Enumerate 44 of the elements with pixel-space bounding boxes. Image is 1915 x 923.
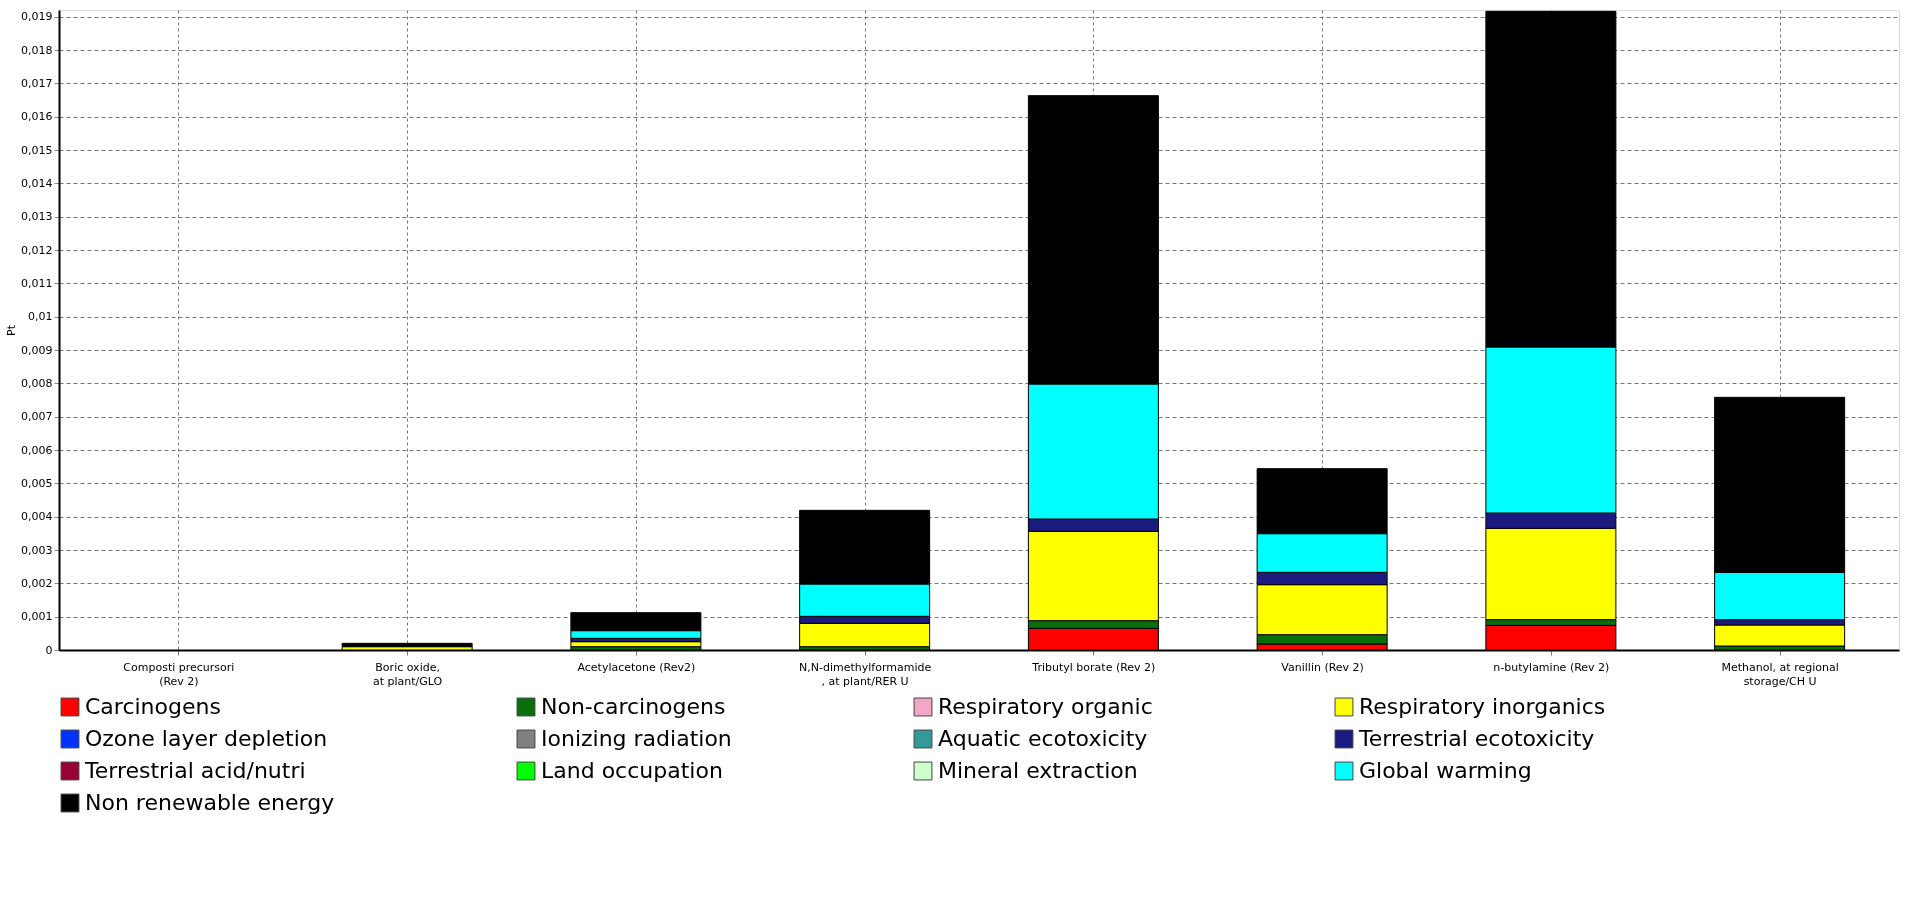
y-tick-label: 0,003 xyxy=(21,543,53,557)
y-tick-label: 0,006 xyxy=(21,443,53,457)
y-tick-label: 0,005 xyxy=(21,476,53,490)
y-tick-label: 0,019 xyxy=(21,10,53,24)
y-tick-label: 0,013 xyxy=(21,210,53,224)
y-tick-label: 0,016 xyxy=(21,110,53,124)
legend-label: Terrestrial ecotoxicity xyxy=(1358,726,1595,751)
x-tick-label: Vanillin (Rev 2) xyxy=(1281,660,1364,674)
legend-label: Land occupation xyxy=(541,758,723,783)
y-tick-label: 0,002 xyxy=(21,576,53,590)
bar xyxy=(1714,624,1846,647)
y-tick-label: 0,012 xyxy=(21,243,53,257)
legend-label: Respiratory inorganics xyxy=(1359,694,1606,719)
x-tick-label: Acetylacetone (Rev2) xyxy=(577,660,696,674)
y-tick-label: 0,008 xyxy=(21,376,53,390)
x-tick-label: Tributyl borate (Rev 2) xyxy=(1031,660,1156,674)
legend-label: Carcinogens xyxy=(85,694,221,719)
y-tick-label: 0,014 xyxy=(21,176,53,190)
y-tick-label: 0,007 xyxy=(21,410,53,424)
legend-label: Ionizing radiation xyxy=(541,726,732,751)
legend-label: Ozone layer depletion xyxy=(85,726,328,751)
y-tick-label: 0,015 xyxy=(21,143,53,157)
y-tick-label: 0,009 xyxy=(21,343,53,357)
legend-label: Non-carcinogens xyxy=(541,694,726,719)
x-tick-label: N,N-dimethylformamide , at plant/RER U xyxy=(799,660,932,688)
y-tick-label: 0,017 xyxy=(21,76,53,90)
y-axis-title: Pt xyxy=(5,324,19,336)
x-tick-label: Composti precursori (Rev 2) xyxy=(123,660,235,688)
legend-label: Respiratory organic xyxy=(938,694,1153,719)
x-tick-label: Methanol, at regional storage/CH U xyxy=(1721,660,1839,688)
legend-label: Global warming xyxy=(1359,758,1532,783)
y-tick-label: 0,004 xyxy=(21,510,53,524)
legend-label: Aquatic ecotoxicity xyxy=(938,726,1148,751)
y-tick-label: 0,001 xyxy=(21,610,53,624)
y-tick-label: 0,018 xyxy=(21,43,53,57)
legend-label: Terrestrial acid/nutri xyxy=(84,758,306,783)
y-tick-label: 0,011 xyxy=(21,276,53,290)
legend-label: Non renewable energy xyxy=(85,790,335,815)
x-tick-label: Boric oxide, at plant/GLO xyxy=(373,660,443,688)
y-tick-label: 0 xyxy=(45,643,53,657)
legend-label: Mineral extraction xyxy=(938,758,1138,783)
x-tick-label: n-butylamine (Rev 2) xyxy=(1493,660,1610,674)
y-tick-label: 0,01 xyxy=(28,310,53,324)
bar xyxy=(341,642,473,648)
